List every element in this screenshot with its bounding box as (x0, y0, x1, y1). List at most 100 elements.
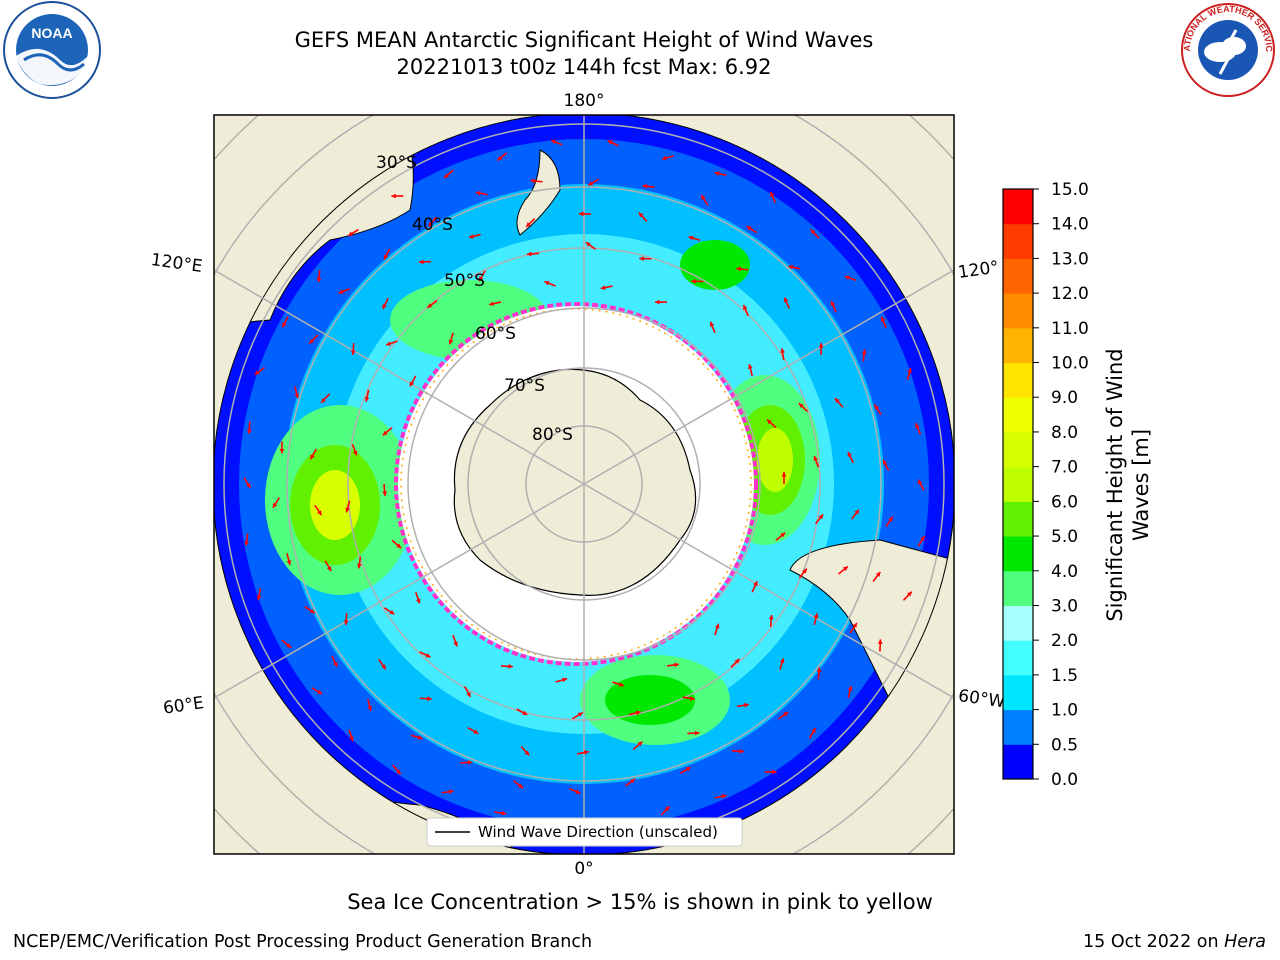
wave-direction-arrowhead (245, 482, 251, 488)
wave-direction-arrowhead (888, 516, 893, 522)
colorbar-segment (1003, 397, 1033, 433)
wave-direction-arrowhead (779, 658, 785, 664)
wave-direction-arrowhead (907, 591, 912, 597)
wave-direction-arrowhead (811, 727, 816, 733)
colorbar-tick-label: 6.0 (1051, 492, 1078, 512)
colorbar-tick-label: 4.0 (1051, 562, 1078, 582)
wave-direction-arrowhead (734, 658, 740, 664)
colorbar-tick-label: 11.0 (1051, 319, 1089, 339)
wave-direction-arrowhead (448, 339, 454, 345)
colorbar-tick-label: 0.5 (1051, 735, 1078, 755)
wave-direction-arrowhead (551, 139, 557, 145)
wave-direction-arrowhead (813, 455, 819, 461)
wave-direction-arrowhead (739, 748, 744, 754)
colorbar-segment (1003, 431, 1033, 468)
wave-direction-arrowhead (317, 510, 322, 516)
wave-direction-arrowhead (427, 696, 432, 702)
wave-direction-arrowhead (915, 423, 920, 429)
wave-direction-arrowhead (562, 677, 568, 683)
wave-direction-arrowhead (746, 226, 752, 231)
wave-direction-arrowhead (246, 429, 252, 434)
wave-direction-arrowhead (333, 661, 338, 667)
vector-legend: Wind Wave Direction (unscaled) (426, 817, 743, 847)
wave-direction-arrowhead (349, 736, 354, 742)
wave-direction-arrowhead (321, 397, 326, 403)
wave-direction-arrowhead (714, 623, 720, 629)
graticule (214, 115, 954, 854)
colorbar-tick-label: 13.0 (1051, 249, 1089, 269)
wave-direction-arrowhead (317, 689, 323, 694)
wave-direction-arrowhead (309, 608, 315, 614)
wave-direction-arrowhead (522, 710, 528, 715)
wave-direction-arrowhead (882, 459, 888, 465)
wave-direction-arrowhead (798, 403, 804, 409)
wave-direction-arrowhead (674, 662, 679, 668)
wave-direction-arrowhead (635, 710, 641, 716)
wave-direction-arrowhead (784, 297, 789, 303)
wave-direction-arrowhead (448, 789, 454, 795)
wave-direction-arrowhead (780, 348, 785, 354)
wave-direction-arrowhead (479, 276, 484, 282)
wave-direction-arrowhead (473, 729, 479, 734)
wave-direction-arrowhead (874, 404, 879, 410)
wave-direction-arrowhead (364, 396, 370, 402)
wave-direction-arrowhead (391, 193, 396, 199)
wave-direction-arrowhead (409, 381, 415, 387)
wave-direction-arrowhead (753, 581, 758, 587)
label-30s: 30°S (376, 153, 417, 173)
wave-direction-arrowhead (544, 280, 550, 286)
wave-direction-arrowhead (642, 183, 648, 189)
wave-direction-arrowhead (316, 277, 322, 283)
wave-direction-arrowhead (527, 251, 532, 257)
label-80s: 80°S (532, 425, 573, 445)
wave-direction-arrowhead (721, 793, 727, 799)
wave-direction-arrowhead (578, 211, 584, 217)
colorbar-tick-label: 7.0 (1051, 458, 1078, 478)
colorbar-label-line-1: Significant Height of Wind (1103, 348, 1127, 622)
colorbar-segment (1003, 189, 1033, 225)
wave-direction-arrowhead (709, 321, 715, 327)
wave-direction-arrowhead (701, 195, 706, 200)
colorbar-tick-label: 1.0 (1051, 701, 1078, 721)
colorbar-tick-label: 2.0 (1051, 631, 1078, 651)
wave-direction-arrowhead (661, 155, 667, 161)
label-60s: 60°S (475, 324, 516, 344)
wave-direction-arrowhead (920, 535, 925, 541)
wave-direction-arrowhead (813, 613, 819, 619)
label-120w: 120° (957, 257, 1000, 283)
wave-direction-arrowhead (508, 663, 513, 669)
wave-direction-arrowhead (736, 266, 741, 272)
label-40s: 40°S (412, 215, 453, 235)
wave-direction-arrowhead (584, 750, 589, 755)
wave-direction-arrowhead (816, 667, 822, 672)
wave-direction-arrowhead (854, 509, 859, 515)
wave-direction-arrowhead (861, 349, 867, 355)
wave-direction-arrowhead (382, 303, 387, 309)
wave-direction-arrowhead (664, 806, 670, 812)
wave-direction-arrowhead (781, 472, 787, 477)
wave-direction-arrowhead (526, 222, 531, 227)
wave-direction-arrowhead (689, 696, 695, 701)
wave-direction-arrowhead (694, 730, 700, 736)
noaa-logo-text: NOAA (31, 25, 72, 41)
label-60w: 60°W (957, 686, 1006, 712)
wave-direction-arrowhead (326, 566, 332, 572)
wave-direction-arrowhead (254, 370, 260, 375)
wave-direction-arrowhead (389, 609, 395, 615)
wave-direction-arrowhead (655, 299, 660, 305)
wave-direction-arrowhead (518, 783, 524, 789)
wave-direction-arrowhead (415, 598, 421, 604)
wave-direction-arrowhead (286, 643, 292, 648)
wave-direction-arrowhead (830, 301, 836, 307)
wave-direction-arrowhead (743, 304, 748, 310)
wave-direction-arrowhead (783, 712, 789, 717)
wave-direction-arrowhead (382, 430, 388, 436)
colorbar-tick-label: 8.0 (1051, 423, 1078, 443)
wave-direction-arrowhead (343, 620, 349, 625)
colorbar-segment (1003, 293, 1033, 329)
wave-direction-arrowhead (877, 639, 883, 644)
wave-direction-arrowhead (844, 275, 850, 281)
wave-direction-arrowhead (386, 341, 391, 346)
wave-direction-arrowhead (497, 155, 503, 161)
wave-direction-arrowhead (810, 229, 816, 235)
